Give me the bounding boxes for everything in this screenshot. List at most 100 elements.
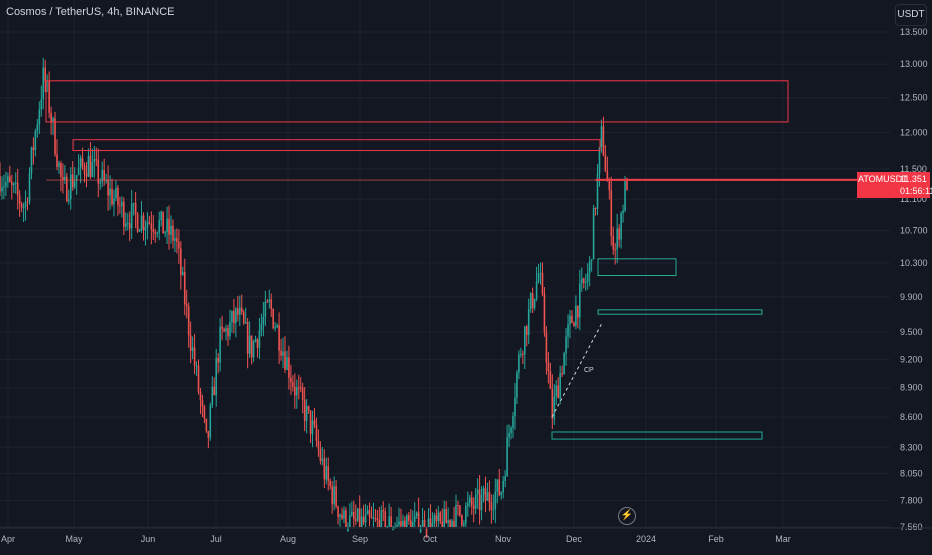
candle-body [181, 272, 184, 275]
candle-body [396, 524, 398, 527]
candle-body [563, 353, 565, 375]
x-tick-label: Sep [352, 534, 368, 544]
candle-body [472, 505, 475, 509]
candle-body [221, 326, 223, 329]
candle-body [69, 174, 72, 200]
candle-body [115, 187, 117, 199]
candle-body [3, 186, 5, 188]
candle-body [123, 201, 125, 227]
candle-body [20, 203, 23, 208]
candle-body [516, 372, 518, 398]
candle-body [301, 387, 304, 400]
candle-body [512, 416, 514, 428]
candle-body [433, 515, 436, 524]
candle-body [89, 156, 92, 177]
candle-body [400, 521, 402, 527]
candle-body [292, 382, 294, 387]
candle-body [299, 387, 302, 389]
currency-button[interactable]: USDT [895, 4, 927, 26]
candle-body [162, 211, 164, 234]
candle-body [421, 520, 424, 527]
candle-body [213, 386, 216, 396]
candle-body [500, 492, 503, 495]
candle-body [52, 118, 54, 123]
candle-body [463, 523, 465, 526]
candle-body [313, 420, 316, 425]
candle-body [246, 322, 249, 354]
candle-body [107, 180, 109, 196]
candle-body [288, 357, 290, 378]
candle-body [144, 227, 147, 231]
candle-body [504, 476, 506, 481]
candle-body [199, 391, 202, 401]
candle-body [119, 205, 121, 207]
candle-body [111, 188, 113, 205]
candle-body [248, 335, 251, 354]
candle-body [582, 278, 585, 283]
candle-body [366, 510, 369, 515]
y-tick-label: 13.000 [900, 59, 928, 69]
candle-body [282, 351, 284, 356]
candle-body [474, 494, 477, 509]
y-tick-label: 9.500 [900, 327, 923, 337]
candle-body [388, 516, 390, 527]
x-tick-label: Nov [495, 534, 512, 544]
candle-body [486, 492, 489, 501]
candle-body [278, 325, 280, 351]
demand-zone [551, 431, 763, 440]
candle-body [130, 203, 133, 229]
candle-body [620, 213, 622, 240]
candle-body [441, 521, 444, 527]
candle-body [398, 521, 400, 525]
x-tick-label: Apr [1, 534, 15, 544]
candle-body [508, 433, 510, 438]
lightning-bolt-icon[interactable]: ⚡ [618, 507, 636, 525]
candle-body [195, 365, 198, 367]
candle-body [408, 515, 410, 521]
candle-body [600, 126, 603, 148]
candle-body [87, 156, 90, 177]
candle-body [99, 181, 102, 184]
candle-body [166, 218, 168, 233]
x-tick-label: Oct [423, 534, 438, 544]
candle-body [457, 505, 459, 507]
candle-body [286, 357, 288, 370]
candle-body [262, 316, 265, 325]
candle-body [323, 458, 326, 480]
symbol-title[interactable]: Cosmos / TetherUS, 4h, BINANCE [6, 6, 175, 18]
candle-body [95, 159, 98, 161]
y-tick-label: 7.800 [900, 495, 923, 505]
candle-body [553, 396, 556, 419]
candle-body [520, 353, 522, 355]
candle-body [368, 510, 371, 517]
candle-body [347, 527, 349, 532]
candle-body [549, 370, 552, 389]
candle-body [168, 218, 170, 235]
candle-body [75, 174, 78, 181]
candle-body [339, 514, 341, 517]
trendline [551, 322, 603, 418]
candle-body [413, 516, 416, 523]
price-tag-value: 11.351 [900, 174, 927, 184]
candle-body [502, 480, 504, 493]
candle-body [24, 201, 27, 208]
candle-body [419, 527, 422, 533]
candle-body [429, 518, 432, 527]
candle-body [390, 516, 392, 527]
candle-body [191, 347, 194, 351]
candle-body [598, 147, 601, 174]
candle-body [411, 522, 414, 527]
candle-body [547, 362, 550, 371]
candle-body [238, 307, 241, 315]
candle-body [242, 311, 245, 324]
candle-body [276, 325, 278, 328]
candle-body [374, 517, 377, 519]
candle-body [622, 210, 624, 214]
candle-body [329, 480, 332, 487]
candle-body [77, 168, 80, 175]
candle-body [478, 489, 481, 511]
candle-body [160, 211, 162, 221]
candle-body [569, 315, 571, 325]
